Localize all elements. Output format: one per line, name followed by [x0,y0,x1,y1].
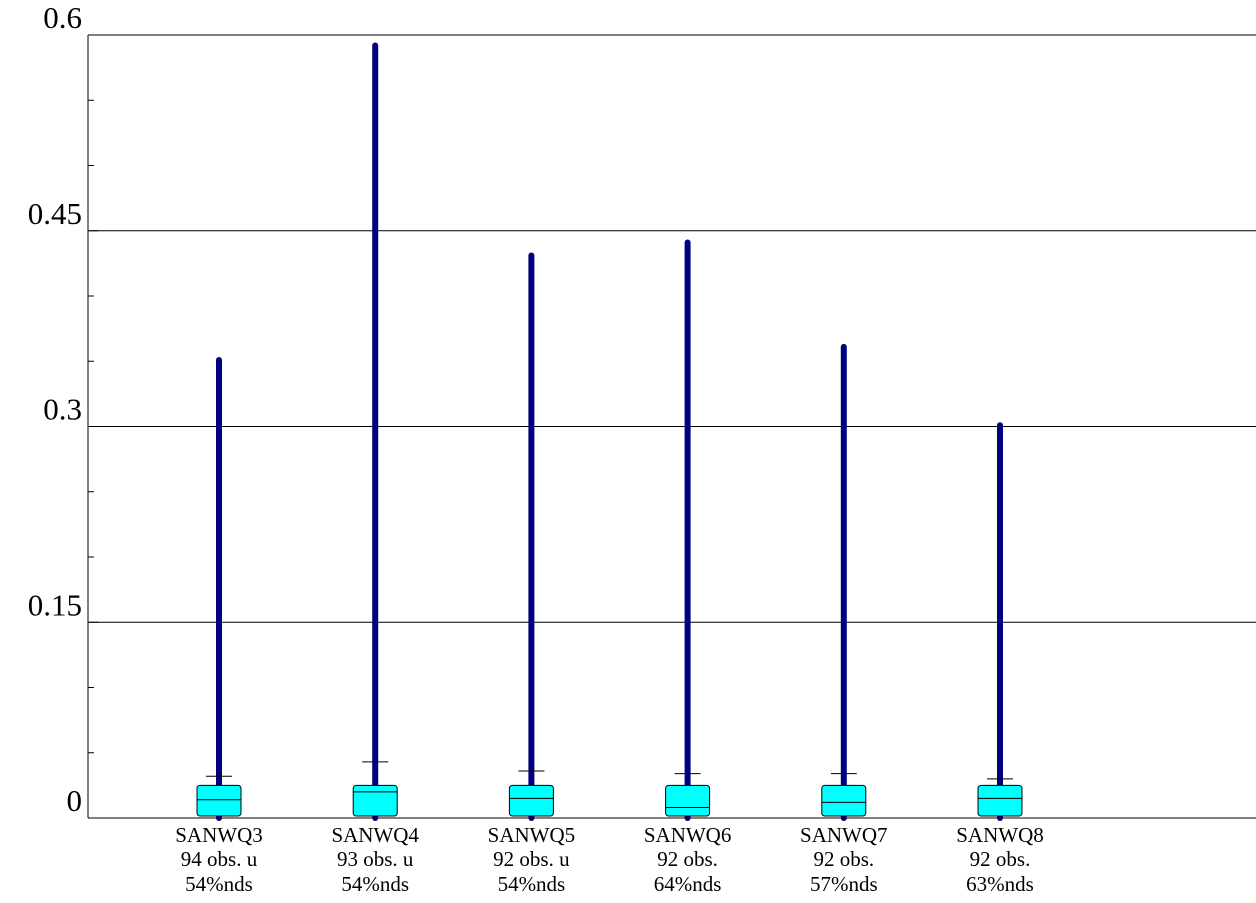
box [352,784,398,817]
category-label: SANWQ5 [488,823,576,847]
category-label: SANWQ6 [644,823,732,847]
box [665,784,711,817]
nds-label: 54%nds [498,872,566,896]
box [196,784,242,817]
obs-label: 93 obs. u [337,847,414,871]
nds-label: 64%nds [654,872,722,896]
obs-label: 94 obs. u [181,847,258,871]
y-tick-label: 0.6 [43,0,82,35]
y-tick-label: 0.15 [28,587,82,622]
y-tick-label: 0.45 [28,196,82,231]
box [977,784,1023,817]
y-tick-label: 0.3 [43,392,82,427]
nds-label: 54%nds [341,872,409,896]
category-label: SANWQ3 [175,823,263,847]
category-label: SANWQ8 [956,823,1044,847]
box [821,784,867,817]
obs-label: 92 obs. [970,847,1031,871]
box [508,784,554,817]
obs-label: 92 obs. [813,847,874,871]
category-label: SANWQ4 [331,823,419,847]
nds-label: 63%nds [966,872,1034,896]
nds-label: 57%nds [810,872,878,896]
nds-label: 54%nds [185,872,253,896]
obs-label: 92 obs. [657,847,718,871]
y-tick-label: 0 [67,783,83,818]
category-label: SANWQ7 [800,823,888,847]
obs-label: 92 obs. u [493,847,570,871]
